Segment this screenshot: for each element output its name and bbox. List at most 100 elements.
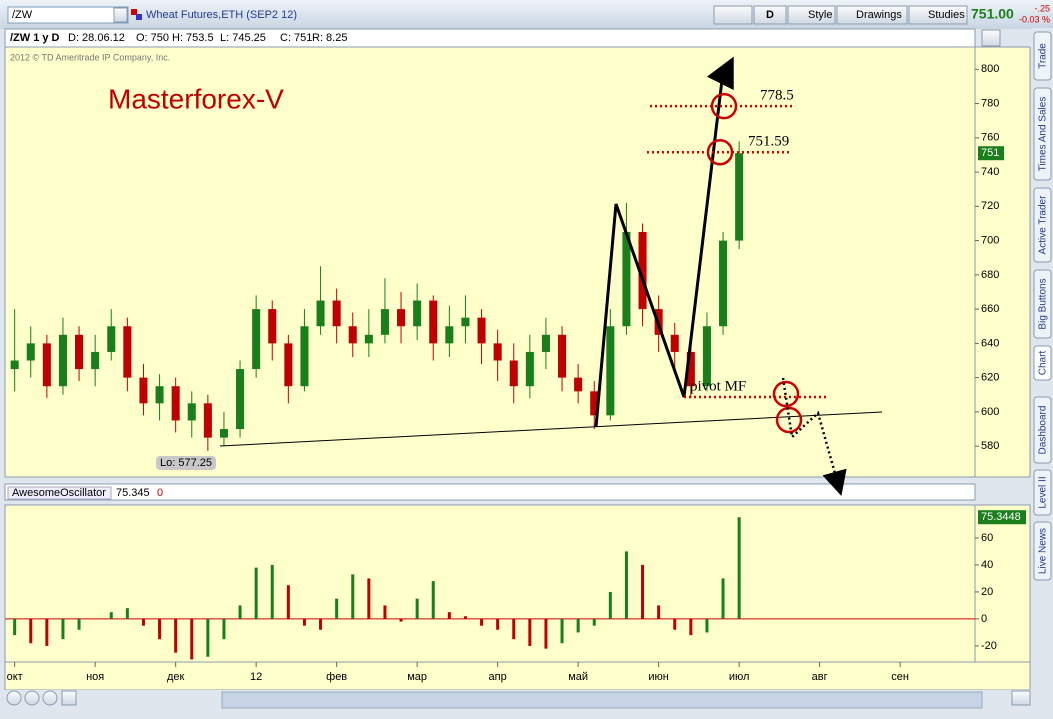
candle-body <box>300 326 309 387</box>
oscillator-bar <box>270 564 274 619</box>
study-header <box>4 483 976 501</box>
oscillator-bar <box>238 605 242 619</box>
drawings-button[interactable] <box>836 5 908 25</box>
x-tick-label: фев <box>326 671 347 683</box>
oscillator-bar <box>29 618 33 644</box>
oscillator-bar <box>721 578 725 619</box>
level-circle <box>710 92 738 120</box>
side-tab-label: Active Trader <box>1038 195 1049 255</box>
x-tick-label: авг <box>812 671 828 683</box>
last-value-label: 75.3448 <box>981 511 1021 523</box>
side-tab[interactable] <box>1033 396 1052 464</box>
pan-button[interactable] <box>6 690 22 706</box>
aggregation-button[interactable] <box>753 5 787 25</box>
price-axis <box>974 46 1031 478</box>
candle-body <box>348 326 357 344</box>
candle-body <box>139 377 148 404</box>
side-tab[interactable] <box>1033 521 1052 581</box>
oscillator-bar <box>13 618 17 636</box>
trend-line <box>219 411 883 447</box>
candle-body <box>236 369 245 430</box>
side-tab[interactable] <box>1033 345 1052 381</box>
x-tick-label: июл <box>729 671 750 683</box>
style-label: Style <box>808 9 832 21</box>
oscillator-bar <box>367 578 371 619</box>
zoom-in-button[interactable] <box>24 690 40 706</box>
symbol-dropdown[interactable] <box>113 7 128 23</box>
candle-body <box>590 391 599 416</box>
candle-body <box>445 326 454 344</box>
candle-body <box>123 326 132 378</box>
last-price-tag <box>978 146 1004 161</box>
candle-body <box>574 377 583 392</box>
oscillator-bar <box>141 618 145 626</box>
studies-button[interactable] <box>908 5 968 25</box>
x-tick-label: апр <box>489 671 507 683</box>
drawings: pivot MF Lo: 577.25 <box>156 56 883 497</box>
candle-body <box>171 386 180 421</box>
y-tick-label: 0 <box>981 613 987 625</box>
oscillator-bar <box>496 618 500 630</box>
last-value-tag <box>978 510 1026 525</box>
study-value: 75.345 <box>116 487 150 499</box>
candle-body <box>187 403 196 421</box>
oscillator-bar <box>222 618 226 640</box>
study-name: AwesomeOscillator <box>12 487 106 499</box>
tool-buttons[interactable] <box>713 5 753 25</box>
oscillator-bar <box>737 517 741 619</box>
oscillator-bar <box>576 618 580 633</box>
candle-body <box>364 334 373 344</box>
scrollbar[interactable] <box>221 691 983 709</box>
oscillator-bar <box>174 618 178 653</box>
candle-body <box>26 343 35 361</box>
oscillator-bar <box>45 618 49 646</box>
oscillator-bar <box>109 612 113 619</box>
x-tick-label: ноя <box>86 671 104 683</box>
side-tab-label: Times And Sales <box>1038 97 1049 172</box>
oscillator-bar <box>560 618 564 644</box>
x-tick-label: окт <box>7 671 23 683</box>
oscillator-bar <box>512 618 516 640</box>
style-button[interactable] <box>787 5 836 25</box>
info-period: /ZW 1 y D <box>10 32 60 44</box>
y-tick-label: 580 <box>981 440 999 452</box>
side-tab-label: Live News <box>1038 528 1049 574</box>
side-tab[interactable] <box>1033 187 1052 263</box>
side-tab-label: Trade <box>1038 43 1049 69</box>
x-tick-label: май <box>568 671 588 683</box>
zoom-out-button[interactable] <box>42 690 58 706</box>
scroll-end-button[interactable] <box>1011 690 1031 706</box>
y-tick-label: 600 <box>981 406 999 418</box>
oscillator-bar <box>608 591 612 619</box>
info-open: O: 750 <box>136 32 169 44</box>
oscillator-bar <box>673 618 677 630</box>
candle-body <box>429 300 438 344</box>
side-tab[interactable] <box>1033 269 1052 339</box>
low-tag <box>156 456 216 470</box>
fit-button[interactable] <box>61 690 77 706</box>
candle-body <box>558 334 567 378</box>
y-tick-label: 680 <box>981 269 999 281</box>
aggregation: D <box>766 9 774 21</box>
x-tick-label: 12 <box>250 671 262 683</box>
y-tick-label: 60 <box>981 532 993 544</box>
x-tick-label: дек <box>167 671 185 683</box>
oscillator-bar <box>447 612 451 619</box>
watermark-title: Masterforex-V <box>108 83 284 114</box>
icon <box>131 9 137 15</box>
study-extra: 0 <box>157 487 163 499</box>
settings-button[interactable] <box>981 29 1001 47</box>
oscillator-bar <box>624 551 628 619</box>
side-tab[interactable] <box>1033 469 1052 516</box>
oscillator-bar <box>480 618 484 626</box>
symbol-box[interactable] <box>7 6 129 24</box>
oscillator-bar <box>705 618 709 633</box>
side-tab[interactable] <box>1033 31 1052 81</box>
drawings-label: Drawings <box>856 9 902 21</box>
side-tab[interactable] <box>1033 87 1052 181</box>
y-tick-label: 800 <box>981 63 999 75</box>
candle-body <box>397 309 406 327</box>
candle-body <box>203 403 212 438</box>
